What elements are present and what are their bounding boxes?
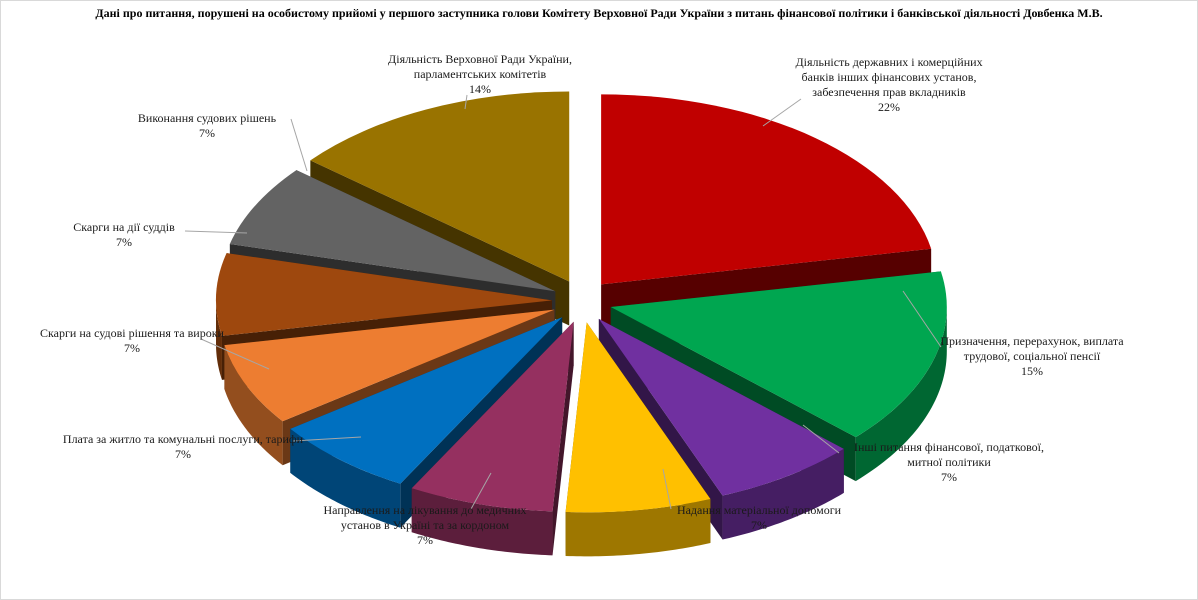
data-label: Скарги на дії суддів 7% — [41, 220, 207, 250]
slice-outer-wall — [224, 345, 283, 466]
data-label: Виконання судових рішень 7% — [129, 111, 285, 141]
slice-top-face — [601, 94, 932, 285]
slice-top-face — [310, 91, 570, 282]
slice-top-face — [229, 170, 556, 292]
slice-top-face — [411, 321, 574, 512]
data-label-value: 7% — [116, 235, 132, 249]
data-label-text: Надання матеріальної допомоги — [676, 503, 842, 517]
leader-line — [802, 424, 840, 454]
leader-line — [662, 468, 672, 510]
pie-slice — [565, 322, 711, 557]
data-label-value: 7% — [199, 126, 215, 140]
data-label-value: 7% — [941, 470, 957, 484]
data-label: Діяльність Верховної Ради України, парла… — [375, 52, 585, 97]
pie-slices — [216, 91, 947, 557]
data-label-value: 15% — [1021, 364, 1043, 378]
data-label: Плата за житло та комунальні послуги, та… — [61, 432, 305, 462]
data-label-value: 7% — [124, 341, 140, 355]
slice-top-face — [565, 322, 711, 513]
slice-top-face — [290, 317, 563, 484]
leader-line — [292, 436, 362, 442]
data-label-text: Плата за житло та комунальні послуги, та… — [62, 432, 304, 446]
pie-slice — [411, 321, 574, 556]
data-label-text: Скарги на судові рішення та вироки — [40, 326, 224, 340]
leader-line — [464, 94, 468, 110]
data-label-text: Виконання судових рішень — [137, 111, 277, 125]
leader-line — [184, 230, 248, 234]
leader-line — [470, 472, 492, 510]
data-label-value: 7% — [175, 447, 191, 461]
leader-line — [902, 290, 942, 348]
chart-title: Дані про питання, порушені на особистому… — [95, 6, 1103, 20]
data-label-text: Направлення на лікування до медичних уст… — [323, 503, 527, 532]
data-label-text: Діяльність державних і комерційних банкі… — [795, 55, 983, 99]
slice-outer-wall — [722, 448, 844, 540]
data-label: Діяльність державних і комерційних банкі… — [785, 55, 993, 115]
leader-lines — [184, 94, 942, 510]
data-label-text: Інші питання фінансової, податкової, мит… — [853, 440, 1045, 469]
slice-top-face — [216, 253, 553, 336]
slice-outer-wall — [565, 498, 711, 557]
data-label: Надання матеріальної допомоги 7% — [664, 503, 854, 533]
data-label: Скарги на судові рішення та вироки 7% — [37, 326, 227, 356]
slice-top-face — [610, 271, 947, 438]
slice-outer-wall — [411, 488, 553, 556]
slice-outer-wall — [216, 300, 222, 380]
slice-top-face — [224, 309, 555, 422]
slice-outer-wall — [290, 428, 401, 528]
data-label-value: 22% — [878, 100, 900, 114]
leader-line — [290, 118, 308, 172]
slice-outer-wall — [855, 307, 947, 482]
slice-top-face — [598, 318, 844, 496]
data-label: Направлення на лікування до медичних уст… — [317, 503, 533, 548]
data-label-value: 7% — [417, 533, 433, 547]
data-label-text: Діяльність Верховної Ради України, парла… — [388, 52, 572, 81]
data-label-value: 14% — [469, 82, 491, 96]
data-label-value: 7% — [751, 518, 767, 532]
data-label-text: Призначення, перерахунок, виплата трудов… — [940, 334, 1124, 363]
data-label-text: Скарги на дії суддів — [73, 220, 175, 234]
data-label: Інші питання фінансової, податкової, мит… — [835, 440, 1063, 485]
data-label: Призначення, перерахунок, виплата трудов… — [939, 334, 1125, 379]
leader-line — [762, 98, 802, 127]
slice-side-wall — [552, 321, 574, 556]
leader-line — [200, 338, 270, 370]
